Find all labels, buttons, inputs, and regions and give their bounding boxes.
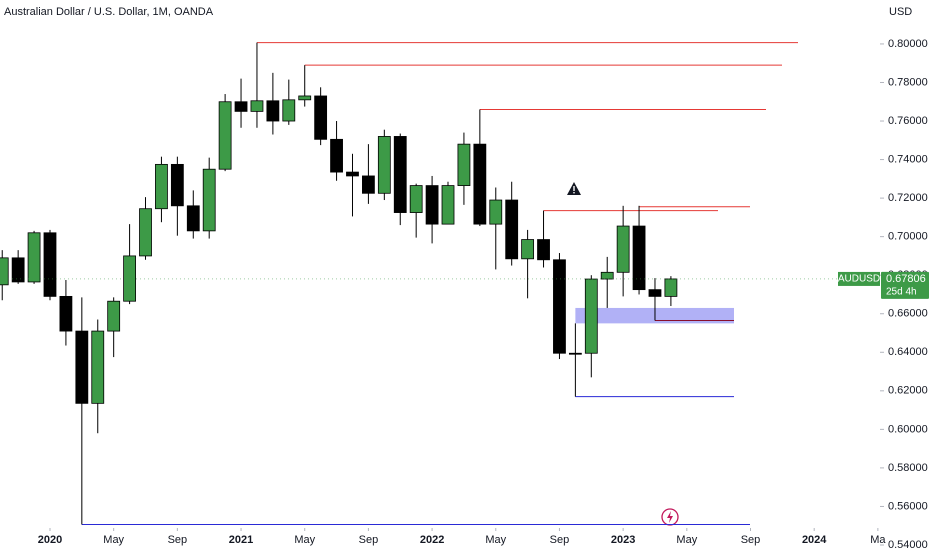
candle-body (457, 143, 471, 186)
candle-body (584, 278, 598, 354)
y-tick-label: 0.80000 (888, 38, 928, 50)
candle-body (632, 225, 646, 291)
candle-body (218, 101, 232, 170)
candle-body (123, 255, 136, 302)
candle-body (91, 330, 105, 404)
price-tag (881, 271, 929, 299)
y-tick-label: 0.64000 (888, 346, 928, 358)
candle-body (664, 278, 678, 297)
candle-body (505, 199, 519, 260)
y-tick-label: 0.58000 (888, 462, 928, 474)
symbol-tag (838, 271, 880, 286)
candle-body (282, 99, 296, 122)
currency-label: USD (889, 6, 912, 18)
candle-body (139, 208, 152, 257)
candle-body (473, 143, 487, 225)
x-tick-label: Sep (359, 534, 379, 546)
y-tick-label: 0.66000 (888, 308, 928, 320)
candle-body (107, 300, 121, 332)
candle-body (568, 352, 582, 355)
candle-body (489, 199, 503, 225)
y-tick-label: 0.72000 (888, 192, 928, 204)
y-tick-label: 0.78000 (888, 76, 928, 88)
candle-body (425, 185, 439, 225)
x-tick-label: May (485, 534, 506, 546)
candle-body (59, 295, 73, 332)
candle-body (155, 163, 168, 210)
candle-body (409, 185, 423, 213)
candle-body (393, 136, 407, 213)
x-tick-label: Ma (870, 534, 886, 546)
candle-body (537, 239, 550, 261)
candle-body (377, 136, 391, 194)
candle-body (186, 205, 200, 232)
x-tick-label: May (103, 534, 124, 546)
candle-body (600, 271, 614, 280)
chart-title: Australian Dollar / U.S. Dollar, 1M, OAN… (4, 6, 214, 18)
candle-body (0, 257, 9, 286)
x-tick-label: Sep (168, 534, 188, 546)
y-tick-label: 0.56000 (888, 500, 928, 512)
candle-body (314, 95, 328, 140)
x-tick-label: 2023 (611, 534, 635, 546)
warning-icon (567, 182, 581, 195)
x-tick-label: 2024 (802, 534, 827, 546)
x-tick-label: 2021 (229, 534, 253, 546)
candle-body (616, 225, 630, 273)
candle-body (234, 101, 248, 112)
x-tick-label: 2020 (38, 534, 62, 546)
candle-body (298, 95, 312, 101)
candle-body (266, 100, 280, 122)
candle-body (170, 163, 184, 207)
x-tick-label: Sep (550, 534, 570, 546)
y-tick-label: 0.70000 (888, 231, 928, 243)
x-tick-label: Sep (741, 534, 761, 546)
y-tick-label: 0.60000 (888, 423, 928, 435)
candle-body (202, 168, 216, 232)
candle-body (27, 232, 41, 283)
x-tick-label: May (676, 534, 697, 546)
x-tick-label: May (294, 534, 315, 546)
y-tick-label: 0.76000 (888, 115, 928, 127)
y-tick-label: 0.74000 (888, 153, 928, 165)
y-tick-label: 0.62000 (888, 385, 928, 397)
candle-body (362, 175, 375, 194)
candle-body (330, 138, 343, 173)
y-tick-label: 0.54000 (888, 539, 928, 550)
last-price-label: 0.67806 (886, 273, 926, 285)
candle-body (648, 289, 662, 297)
candle-body (43, 232, 57, 297)
candle-body (553, 259, 566, 354)
countdown-label: 25d 4h (886, 287, 917, 298)
candle-body (75, 330, 89, 404)
candle-body (250, 100, 264, 112)
candle-body (11, 257, 25, 283)
candle-body (521, 239, 535, 260)
candle-body (346, 171, 359, 177)
symbol-label: AUDUSD (838, 274, 880, 285)
candle-body (441, 185, 455, 225)
x-tick-label: 2022 (420, 534, 444, 546)
